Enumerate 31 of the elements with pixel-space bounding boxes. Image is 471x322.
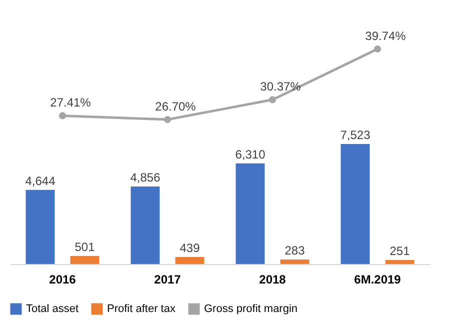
bar: [26, 190, 55, 264]
data-label: 439: [180, 240, 200, 255]
x-tick-label: 2016: [49, 272, 76, 286]
bar: [175, 256, 204, 264]
point: [268, 96, 276, 104]
bar: [340, 144, 370, 264]
legend-label: Gross profit margin: [204, 303, 298, 315]
data-label: 6,310: [235, 147, 266, 162]
data-label: 26.70%: [155, 100, 196, 114]
x-tick-label: 6M.2019: [354, 272, 402, 286]
data-label: 4,644: [25, 174, 56, 188]
point: [58, 112, 66, 120]
data-label: 27.41%: [50, 96, 92, 110]
bar: [70, 256, 100, 264]
data-label: 30.37%: [260, 80, 302, 94]
data-label: 251: [390, 244, 410, 258]
bar: [236, 163, 265, 264]
x-tick-label: 2017: [154, 272, 182, 286]
legend-label: Profit after tax: [107, 303, 176, 315]
point: [164, 116, 172, 124]
bar: [385, 260, 414, 264]
bar: [280, 259, 310, 264]
bar: [130, 186, 160, 264]
data-label: 7,523: [340, 128, 371, 142]
x-tick-label: 2018: [259, 272, 286, 286]
point: [374, 45, 382, 53]
legend-label: Total asset: [26, 303, 79, 315]
data-label: 39.74%: [365, 29, 406, 43]
data-label: 283: [284, 243, 306, 258]
data-label: 4,856: [130, 170, 161, 185]
data-label: 501: [74, 240, 96, 254]
